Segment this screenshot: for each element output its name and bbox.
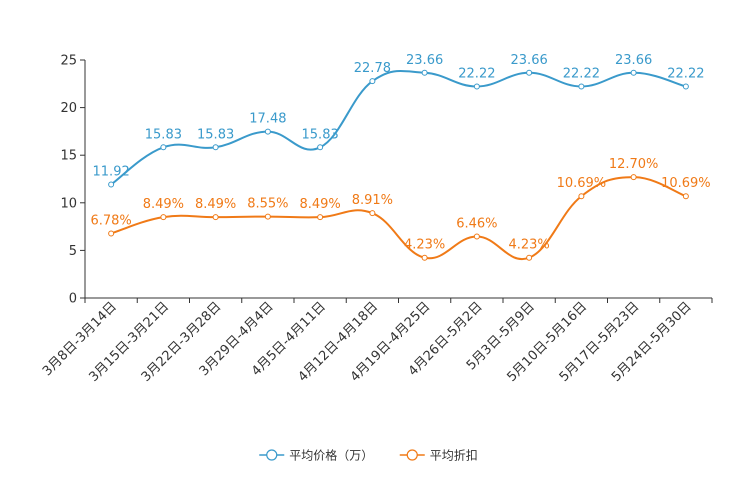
data-point[interactable] — [108, 230, 115, 237]
legend-marker-icon — [406, 449, 418, 461]
data-label: 12.70% — [609, 157, 659, 172]
data-point[interactable] — [526, 69, 533, 76]
data-point[interactable] — [264, 213, 271, 220]
data-label: 6.78% — [90, 213, 131, 228]
data-point[interactable] — [421, 69, 428, 76]
data-point[interactable] — [264, 128, 271, 135]
data-label: 6.46% — [456, 217, 497, 232]
data-point[interactable] — [108, 181, 115, 188]
data-label: 15.83 — [145, 127, 182, 142]
data-point[interactable] — [473, 83, 480, 90]
data-label: 4.23% — [404, 238, 445, 253]
data-label: 23.66 — [615, 53, 652, 68]
data-label: 22.22 — [667, 66, 704, 81]
data-label: 10.69% — [661, 176, 711, 191]
data-label: 15.83 — [197, 127, 234, 142]
data-point[interactable] — [578, 83, 585, 90]
data-point[interactable] — [369, 210, 376, 217]
y-tick-label: 5 — [69, 244, 77, 259]
data-point[interactable] — [473, 233, 480, 240]
data-label: 11.92 — [93, 165, 130, 180]
y-tick-label: 25 — [60, 54, 77, 69]
data-point[interactable] — [630, 69, 637, 76]
data-label: 22.22 — [458, 66, 495, 81]
data-label: 8.49% — [143, 197, 184, 212]
data-label: 22.22 — [563, 66, 600, 81]
data-point[interactable] — [682, 193, 689, 200]
y-tick-label: 20 — [60, 101, 77, 116]
data-point[interactable] — [212, 144, 219, 151]
legend-entry-1[interactable]: 平均折扣 — [430, 448, 478, 463]
data-label: 8.49% — [299, 197, 340, 212]
data-label: 8.55% — [247, 197, 288, 212]
data-point[interactable] — [526, 254, 533, 261]
legend-marker-icon — [266, 449, 278, 461]
data-point[interactable] — [317, 214, 324, 221]
data-point[interactable] — [578, 193, 585, 200]
data-label: 4.23% — [508, 238, 549, 253]
y-tick-label: 15 — [60, 149, 77, 164]
data-point[interactable] — [160, 214, 167, 221]
data-label: 8.49% — [195, 197, 236, 212]
y-tick-label: 0 — [69, 292, 77, 307]
y-tick-label: 10 — [60, 196, 77, 211]
data-label: 22.78 — [354, 61, 391, 76]
data-point[interactable] — [421, 254, 428, 261]
data-point[interactable] — [682, 83, 689, 90]
data-label: 15.83 — [302, 127, 339, 142]
data-point[interactable] — [317, 144, 324, 151]
data-label: 23.66 — [511, 53, 548, 68]
data-point[interactable] — [369, 78, 376, 85]
legend-entry-0[interactable]: 平均价格（万） — [289, 448, 373, 463]
data-label: 23.66 — [406, 53, 443, 68]
data-point[interactable] — [630, 174, 637, 181]
data-point[interactable] — [160, 144, 167, 151]
data-point[interactable] — [212, 214, 219, 221]
data-label: 10.69% — [557, 176, 607, 191]
data-label: 17.48 — [249, 112, 286, 127]
data-label: 8.91% — [352, 193, 393, 208]
